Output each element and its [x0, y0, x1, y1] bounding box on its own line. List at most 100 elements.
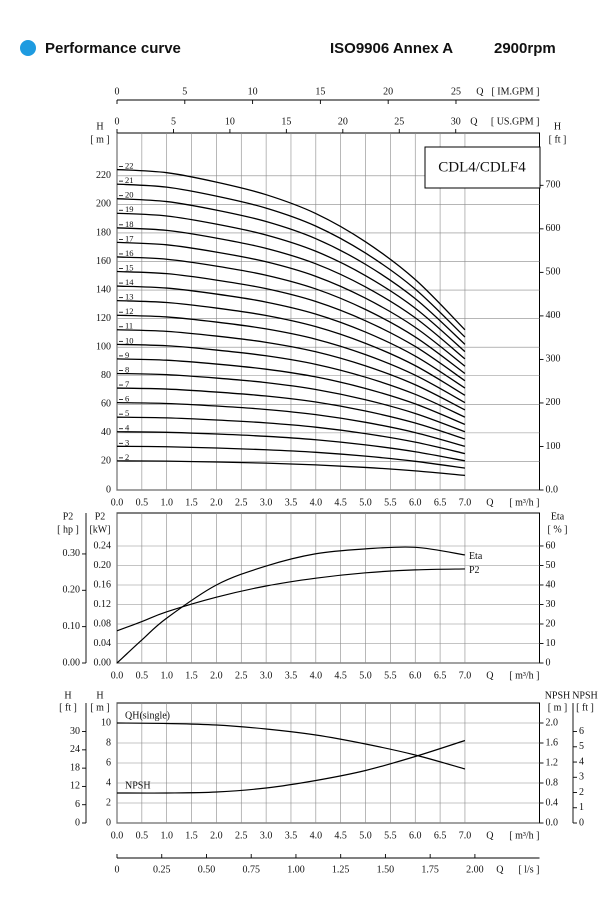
curve [116, 299, 466, 396]
series-label: 2 [125, 452, 129, 462]
x-tick-label: 3.5 [285, 830, 298, 841]
series-label: Eta [469, 551, 483, 562]
y-tick-label: 700 [546, 180, 561, 191]
y-tick-label: 0.20 [63, 585, 81, 596]
y-tick-label: 8 [106, 737, 111, 748]
series-label: 15 [125, 262, 134, 272]
y-tick-label: 600 [546, 223, 561, 234]
x-tick-label: 2.5 [235, 670, 248, 681]
x-tick-label: 1.0 [160, 830, 173, 841]
y-tick-label: 4 [579, 756, 584, 767]
x-tick-label: 7.0 [459, 670, 472, 681]
curve [116, 212, 466, 353]
y-axis-label: H [96, 121, 103, 132]
y-tick-label: 6 [579, 726, 584, 737]
x-tick-label: 0 [115, 864, 120, 875]
x-tick-label: 2.0 [210, 830, 223, 841]
curve [116, 416, 466, 455]
model-box [424, 146, 541, 189]
y-tick-label: 0.20 [94, 560, 112, 571]
curve [116, 460, 466, 477]
y-axis-label: NPSH [572, 690, 598, 701]
curve [116, 227, 466, 360]
x-tick-label: 0.75 [242, 864, 260, 875]
x-axis-label: Q [486, 830, 494, 841]
series-label: 14 [125, 277, 134, 287]
y-tick-label: 220 [96, 170, 111, 181]
curve [116, 431, 466, 462]
x-tick-label: 30 [451, 116, 461, 127]
x-tick-label: 4.0 [310, 497, 323, 508]
x-tick-label: 20 [338, 116, 348, 127]
series-label: 3 [125, 437, 129, 447]
y-tick-label: 24 [70, 744, 80, 755]
x-tick-label: 15 [281, 116, 291, 127]
series-label: P2 [469, 565, 480, 576]
y-axis-unit: [ m ] [90, 134, 109, 145]
curve [116, 358, 466, 426]
x-tick-label: 5.0 [359, 830, 372, 841]
series-label: 16 [125, 248, 134, 258]
y-tick-label: 0.12 [94, 599, 112, 610]
y-tick-label: 2 [579, 787, 584, 798]
y-tick-label: 200 [96, 199, 111, 210]
x-tick-label: 6.5 [434, 670, 447, 681]
y-tick-label: 30 [70, 726, 80, 737]
curve [116, 183, 466, 338]
x-tick-label: 6.5 [434, 497, 447, 508]
x-tick-label: 1.5 [185, 670, 198, 681]
curve [116, 372, 466, 433]
y-tick-label: 500 [546, 267, 561, 278]
x-tick-label: 4.0 [310, 670, 323, 681]
series-label: 19 [125, 204, 134, 214]
series-label: 22 [125, 161, 134, 171]
y-tick-label: 160 [96, 256, 111, 267]
bullet [20, 40, 36, 56]
y-axis-unit: [ % ] [548, 524, 568, 535]
y-tick-label: 100 [96, 341, 111, 352]
curve [116, 401, 466, 447]
y-axis-label: H [96, 690, 103, 701]
x-tick-label: 6.0 [409, 830, 422, 841]
x-tick-label: 4.5 [334, 670, 347, 681]
y-tick-label: 12 [70, 781, 80, 792]
y-tick-label: 0.10 [63, 621, 81, 632]
x-tick-label: 0.5 [136, 670, 149, 681]
series-label: 4 [125, 423, 130, 433]
x-axis-unit: [ m³/h ] [509, 497, 539, 508]
y-tick-label: 0 [75, 817, 80, 828]
x-tick-label: 0.5 [136, 830, 149, 841]
x-tick-label: 5.0 [359, 497, 372, 508]
page-title: Performance curve [45, 40, 181, 57]
y-tick-label: 1.2 [546, 757, 559, 768]
curve [116, 314, 466, 404]
y-axis-label: H [64, 690, 71, 701]
x-tick-label: 0 [115, 86, 120, 97]
x-tick-label: 1.5 [185, 497, 198, 508]
curve [116, 445, 466, 469]
series-label: 5 [125, 408, 129, 418]
x-tick-label: 0.0 [111, 670, 124, 681]
x-tick-label: 1.00 [287, 864, 305, 875]
curve [116, 285, 466, 389]
x-tick-label: 0 [115, 116, 120, 127]
curve [116, 198, 466, 345]
y-tick-label: 40 [546, 579, 556, 590]
x-tick-label: 7.0 [459, 830, 472, 841]
y-axis-label: NPSH [545, 690, 571, 701]
curve [116, 568, 465, 632]
x-tick-label: 3.0 [260, 670, 273, 681]
x-tick-label: 3.0 [260, 830, 273, 841]
y-tick-label: 0.00 [63, 657, 81, 668]
x-tick-label: 2.00 [466, 864, 484, 875]
x-tick-label: 7.0 [459, 497, 472, 508]
y-tick-label: 40 [101, 427, 111, 438]
y-axis-unit: [ ft ] [549, 134, 567, 145]
y-tick-label: 50 [546, 560, 556, 571]
x-axis-unit: [ m³/h ] [509, 670, 539, 681]
y-axis-unit: [ hp ] [57, 524, 79, 535]
x-axis-label: Q [486, 670, 494, 681]
x-tick-label: 0.0 [111, 830, 124, 841]
x-axis-unit: [ l/s ] [518, 864, 539, 875]
